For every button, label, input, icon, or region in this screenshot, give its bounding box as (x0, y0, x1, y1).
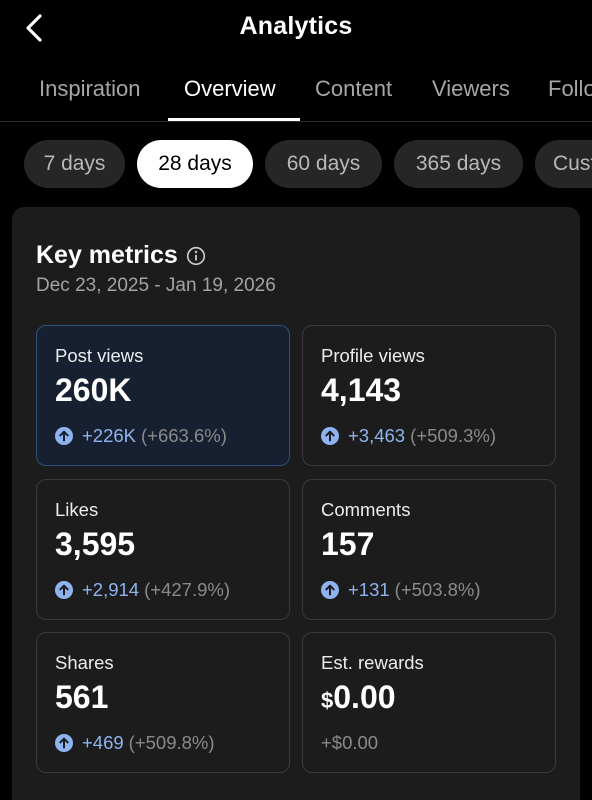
metric-value: 4,143 (321, 372, 402, 408)
metric-value: 157 (321, 526, 375, 562)
metric-percent: (+509.3%) (410, 425, 496, 446)
metric-label: Likes (55, 499, 99, 520)
arrow-up-circle-icon (321, 581, 339, 599)
chevron-left-icon (26, 14, 42, 42)
metric-est-rewards[interactable]: Est. rewards $0.00 +$0.00 (302, 632, 556, 773)
metric-change: +469 (+509.8%) (55, 732, 215, 754)
metric-label: Post views (55, 345, 144, 366)
metric-delta: +3,463 (348, 425, 406, 446)
metric-label: Shares (55, 652, 114, 673)
range-custom[interactable]: Custom (535, 140, 592, 188)
metric-percent: (+509.8%) (128, 732, 215, 753)
key-metrics-header: Key metrics (36, 241, 206, 270)
metric-value: 561 (55, 679, 109, 715)
metric-label: Comments (321, 499, 411, 520)
metric-change: +226K (+663.6%) (55, 425, 227, 447)
metric-delta: +$0.00 (321, 732, 379, 753)
metric-value: 260K (55, 372, 132, 408)
arrow-up-circle-icon (321, 427, 339, 445)
metric-delta: +226K (82, 425, 137, 446)
tab-viewers[interactable]: Viewers (432, 76, 510, 101)
info-icon[interactable] (186, 246, 206, 266)
tab-content[interactable]: Content (315, 76, 393, 101)
metric-delta: +2,914 (82, 579, 140, 600)
metric-shares[interactable]: Shares 561 +469 (+509.8%) (36, 632, 290, 773)
metric-label: Est. rewards (321, 652, 424, 673)
metric-likes[interactable]: Likes 3,595 +2,914 (+427.9%) (36, 479, 290, 620)
arrow-up-circle-icon (55, 581, 73, 599)
metric-delta: +131 (348, 579, 390, 600)
metric-amount: 0.00 (333, 679, 396, 715)
key-metrics-title: Key metrics (36, 241, 178, 269)
range-28-days[interactable]: 28 days (137, 140, 253, 188)
key-metrics-card: Key metrics Dec 23, 2025 - Jan 19, 2026 … (12, 207, 580, 800)
metric-value: 3,595 (55, 526, 136, 562)
active-tab-indicator (168, 118, 300, 121)
tab-followers[interactable]: Followers (548, 76, 592, 101)
arrow-up-circle-icon (55, 427, 73, 445)
top-bar: Analytics (0, 0, 592, 56)
metric-comments[interactable]: Comments 157 +131 (+503.8%) (302, 479, 556, 620)
arrow-up-circle-icon (55, 734, 73, 752)
metric-percent: (+503.8%) (394, 579, 481, 600)
page-title: Analytics (239, 12, 353, 40)
metric-change: +131 (+503.8%) (321, 579, 481, 601)
range-7-days[interactable]: 7 days (24, 140, 125, 188)
metric-delta: +469 (82, 732, 124, 753)
back-button[interactable] (14, 8, 54, 48)
metric-profile-views[interactable]: Profile views 4,143 +3,463 (+509.3%) (302, 325, 556, 466)
currency-symbol: $ (321, 688, 334, 713)
tab-inspiration[interactable]: Inspiration (39, 76, 141, 101)
metric-post-views[interactable]: Post views 260K +226K (+663.6%) (36, 325, 290, 466)
metric-percent: (+427.9%) (144, 579, 230, 600)
metric-change: +$0.00 (321, 732, 378, 754)
metric-value: $0.00 (321, 679, 396, 716)
tab-overview[interactable]: Overview (184, 76, 276, 101)
metric-change: +3,463 (+509.3%) (321, 425, 496, 447)
metric-percent: (+663.6%) (141, 425, 227, 446)
metric-change: +2,914 (+427.9%) (55, 579, 230, 601)
range-365-days[interactable]: 365 days (394, 140, 523, 188)
date-range-selector: 7 days 28 days 60 days 365 days Custom (0, 140, 592, 190)
range-60-days[interactable]: 60 days (265, 140, 382, 188)
metric-label: Profile views (321, 345, 425, 366)
analytics-tabs: Inspiration Overview Content Viewers Fol… (0, 66, 592, 122)
date-range-text: Dec 23, 2025 - Jan 19, 2026 (36, 275, 276, 296)
